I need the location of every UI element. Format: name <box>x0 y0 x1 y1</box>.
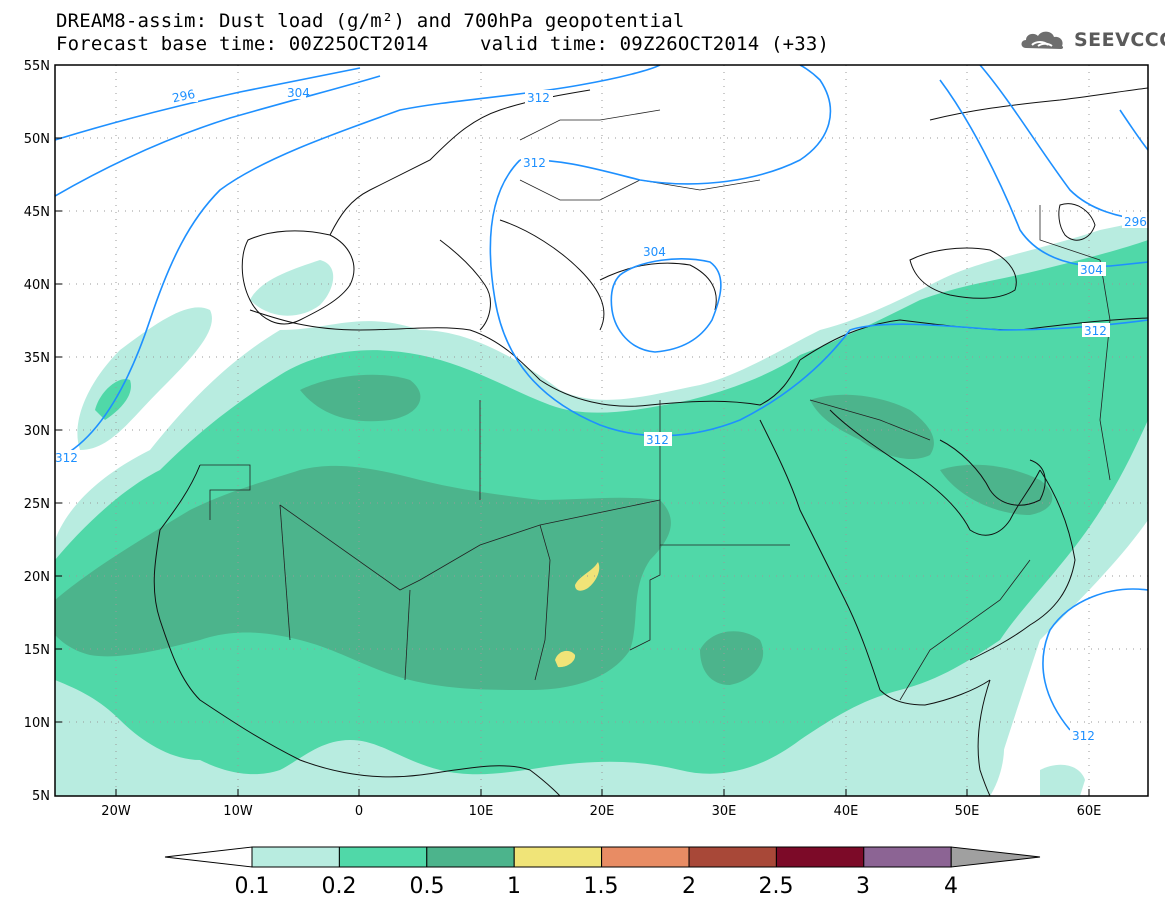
colorbar-swatch <box>863 846 952 868</box>
lon-label: 10E <box>469 804 494 819</box>
lat-label: 5N <box>32 789 50 804</box>
colorbar-label: 1 <box>507 874 521 899</box>
contour-312-med <box>489 159 1148 437</box>
contour-label-312-balkan: 312 <box>523 156 546 170</box>
colorbar-swatch <box>688 846 777 868</box>
contour-label-296-east: 296 <box>1124 215 1147 229</box>
dust-0.2-west-plume <box>95 379 131 420</box>
lat-label: 55N <box>24 59 50 74</box>
contour-label-312-arabian-sea: 312 <box>1072 729 1095 743</box>
dust-0.5-atlas <box>300 374 421 422</box>
title-line-1: DREAM8-assim: Dust load (g/m²) and 700hP… <box>56 10 685 32</box>
axis-ticks <box>55 137 1090 796</box>
colorbar-max-arrow <box>950 846 1041 868</box>
contour-312-arabian-sea <box>1042 588 1148 731</box>
contour-east-288 <box>1119 109 1148 151</box>
contour-label-304-aegean: 304 <box>643 245 666 259</box>
lat-label: 10N <box>24 716 50 731</box>
contour-label-312-atlantic: 312 <box>55 451 78 465</box>
colorbar-swatch <box>426 846 515 868</box>
colorbar-label: 0.2 <box>322 874 357 899</box>
logo-text: SEEVCCC <box>1074 29 1165 51</box>
colorbar-label: 4 <box>944 874 958 899</box>
graticule <box>55 65 1148 796</box>
contour-label-312-egypt: 312 <box>646 433 669 447</box>
lon-label: 50E <box>955 804 980 819</box>
colorbar-label: 2 <box>682 874 696 899</box>
dust-0.5-sudan <box>700 631 764 685</box>
cloud-icon <box>1021 31 1064 49</box>
latitude-labels: 55N 50N 45N 40N 35N 30N 25N 20N 15N 10N … <box>24 59 50 804</box>
lon-label: 20E <box>590 804 615 819</box>
colorbar-swatch <box>775 846 865 868</box>
logo: SEEVCCC <box>1018 28 1165 52</box>
lat-label: 50N <box>24 132 50 147</box>
valid-time: valid time: 09Z26OCT2014 (+33) <box>480 33 830 55</box>
contour-label-304-west: 304 <box>287 86 310 100</box>
colorbar <box>164 846 1041 868</box>
geopotential-contours <box>55 65 1148 731</box>
contour-labels: 296 304 312 312 304 312 312 296 304 312 … <box>53 85 1150 743</box>
colorbar-label: 0.1 <box>235 874 270 899</box>
colorbar-label: 1.5 <box>584 874 619 899</box>
colorbar-swatch <box>338 846 428 868</box>
colorbar-swatch <box>601 846 690 868</box>
lon-label: 10W <box>223 804 253 819</box>
political-borders <box>200 109 1111 701</box>
lon-label: 20W <box>101 804 131 819</box>
dust-0.1-iberia <box>250 260 334 316</box>
contour-label-304-east: 304 <box>1080 263 1103 277</box>
contour-304-aegean <box>610 258 722 353</box>
dust-0.1-east-africa <box>900 696 1005 796</box>
lon-label: 30E <box>712 804 737 819</box>
colorbar-swatch <box>251 846 340 868</box>
dust-0.1-arabian-sea <box>1040 764 1085 796</box>
contour-296-west <box>55 67 361 141</box>
colorbar-label: 2.5 <box>759 874 794 899</box>
lat-label: 25N <box>24 497 50 512</box>
colorbar-label: 3 <box>856 874 870 899</box>
lat-label: 40N <box>24 278 50 293</box>
lat-label: 20N <box>24 570 50 585</box>
lon-label: 0 <box>355 804 363 819</box>
colorbar-min-arrow <box>164 846 253 868</box>
longitude-labels: 20W 10W 0 10E 20E 30E 40E 50E 60E <box>101 804 1101 819</box>
title-line-2: Forecast base time: 00Z25OCT2014 <box>56 33 429 55</box>
lon-label: 60E <box>1077 804 1102 819</box>
contour-312-main <box>55 65 661 461</box>
contour-312-balkan <box>519 65 832 185</box>
lon-label: 40E <box>834 804 859 819</box>
colorbar-swatch <box>513 846 603 868</box>
colorbar-label: 0.5 <box>410 874 445 899</box>
lat-label: 15N <box>24 643 50 658</box>
contour-label-296: 296 <box>171 87 196 105</box>
lat-label: 45N <box>24 205 50 220</box>
contour-304-west <box>55 75 381 197</box>
lat-label: 35N <box>24 351 50 366</box>
dust-1-spot-south <box>555 650 576 668</box>
contour-label-312-iran: 312 <box>1084 324 1107 338</box>
lat-label: 30N <box>24 424 50 439</box>
dust-0.5-arabia <box>810 394 934 460</box>
contour-east-296 <box>979 65 1148 221</box>
colorbar-labels: 0.1 0.2 0.5 1 1.5 2 2.5 3 4 <box>235 874 959 899</box>
dust-0.5-empty-quarter <box>940 464 1053 515</box>
contour-label-312-north: 312 <box>527 91 550 105</box>
dust-0.5-sahara <box>55 465 671 690</box>
